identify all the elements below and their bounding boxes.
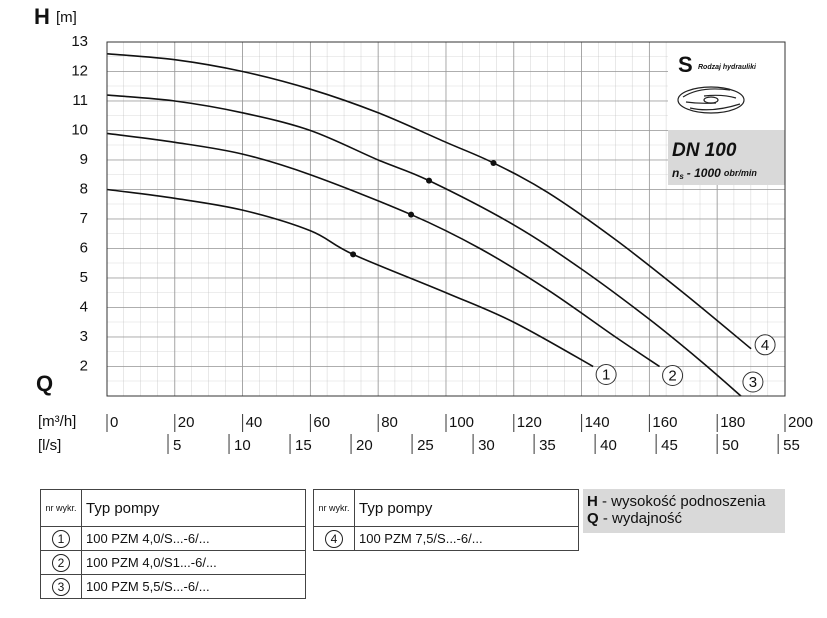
x-tick-label: 80 — [381, 414, 398, 431]
curve — [106, 188, 594, 368]
row-type: 100 PZM 4,0/S1...-6/... — [81, 550, 306, 575]
curve-label-circle — [595, 364, 617, 385]
y-tick-label: 9 — [80, 151, 88, 168]
x2-tick-label: 50 — [722, 437, 739, 454]
header-type: Typ pompy — [354, 489, 579, 527]
x-symbol: Q — [36, 371, 53, 396]
row-nr: 1 — [52, 529, 70, 548]
y-tick-label: 13 — [71, 33, 88, 50]
y-tick-label: 5 — [80, 269, 88, 286]
x2-tick-label: 15 — [295, 437, 312, 454]
y-tick-label: 10 — [71, 121, 88, 138]
x-unit: [m³/h] — [38, 413, 76, 430]
header-nr: nr wykr. — [313, 489, 355, 527]
y-symbol: H — [34, 4, 50, 29]
info-box — [668, 42, 785, 130]
legend: H - wysokość podnoszenia Q - wydajność — [583, 489, 785, 533]
x2-tick-label: 55 — [783, 437, 800, 454]
curve-label: 2 — [668, 367, 676, 384]
x-tick-label: 60 — [313, 414, 330, 431]
y-tick-label: 8 — [80, 180, 88, 197]
speed-subscript: s — [679, 172, 684, 181]
pump-table: nr wykr. Typ pompy 1 100 PZM 4,0/S...-6/...… — [40, 489, 306, 599]
legend-symbol: H — [587, 493, 598, 510]
speed-symbol: n — [672, 166, 679, 180]
x-tick-label: 0 — [110, 414, 118, 431]
legend-text: - wysokość podnoszenia — [602, 493, 766, 510]
curve-label: 4 — [761, 337, 769, 354]
row-nr-cell: 3 — [40, 574, 82, 599]
pump-table: nr wykr. Typ pompy 4 100 PZM 7,5/S...-6/... — [313, 489, 579, 551]
impeller-icon — [677, 86, 745, 114]
y-tick-label: 4 — [80, 298, 88, 315]
curve-label: 3 — [749, 374, 757, 391]
operating-point — [350, 251, 357, 258]
x-tick-label: 140 — [585, 414, 610, 431]
x2-tick-label: 35 — [539, 437, 556, 454]
x-tick-label: 200 — [788, 414, 813, 431]
curve — [106, 94, 742, 397]
x2-unit: [l/s] — [38, 437, 61, 454]
y-tick-label: 2 — [80, 357, 88, 374]
table-row: 3 100 PZM 5,5/S...-6/... — [40, 574, 306, 599]
y-tick-label: 3 — [80, 328, 88, 345]
x-tick-label: 120 — [517, 414, 542, 431]
header-type: Typ pompy — [81, 489, 306, 527]
table-row: 4 100 PZM 7,5/S...-6/... — [313, 526, 579, 551]
curve — [106, 53, 752, 350]
row-nr-cell: 2 — [40, 550, 82, 575]
x-tick-label: 40 — [246, 414, 263, 431]
operating-point — [426, 177, 433, 184]
operating-point — [408, 211, 415, 218]
x2-tick-label: 30 — [478, 437, 495, 454]
row-nr: 4 — [325, 529, 343, 548]
curve-label: 1 — [602, 366, 610, 383]
x2-tick-label: 45 — [661, 437, 678, 454]
row-type: 100 PZM 4,0/S...-6/... — [81, 526, 306, 551]
row-type: 100 PZM 5,5/S...-6/... — [81, 574, 306, 599]
info-box-dn — [668, 130, 785, 185]
hydraulics-label: Rodzaj hydrauliki — [698, 64, 757, 71]
y-tick-label: 12 — [71, 62, 88, 79]
dn-label: DN 100 — [672, 140, 737, 161]
x2-tick-label: 10 — [234, 437, 251, 454]
legend-entry: H - wysokość podnoszenia — [587, 493, 785, 510]
x-tick-label: 160 — [652, 414, 677, 431]
row-nr: 2 — [52, 553, 70, 572]
speed: ns - 1000 obr/min — [672, 166, 757, 181]
operating-point — [490, 159, 497, 166]
legend-entry: Q - wydajność — [587, 510, 785, 527]
y-tick-label: 6 — [80, 239, 88, 256]
y-unit: [m] — [56, 9, 77, 26]
plot-frame — [106, 41, 786, 397]
row-nr: 3 — [52, 577, 70, 596]
speed-value: - 1000 — [687, 166, 721, 180]
speed-unit: obr/min — [724, 168, 758, 178]
curve-label-circle — [742, 371, 764, 393]
y-tick-label: 7 — [80, 210, 88, 227]
row-nr-cell: 1 — [40, 526, 82, 551]
table-header: nr wykr. Typ pompy — [40, 489, 306, 527]
table-row: 1 100 PZM 4,0/S...-6/... — [40, 526, 306, 551]
row-nr-cell: 4 — [313, 526, 355, 551]
x-tick-label: 100 — [449, 414, 474, 431]
y-tick-label: 11 — [72, 92, 88, 109]
row-type: 100 PZM 7,5/S...-6/... — [354, 526, 579, 551]
x-tick-label: 180 — [720, 414, 745, 431]
x2-tick-label: 20 — [356, 437, 373, 454]
legend-text: - wydajność — [602, 510, 683, 527]
hydraulics-symbol: S — [678, 52, 693, 77]
curve-label-circle — [754, 334, 776, 356]
curve-label-circle — [662, 365, 684, 386]
x2-tick-label: 40 — [600, 437, 617, 454]
table-row: 2 100 PZM 4,0/S1...-6/... — [40, 550, 306, 575]
legend-symbol: Q — [587, 510, 599, 527]
header-nr: nr wykr. — [40, 489, 82, 527]
x-tick-label: 20 — [178, 414, 195, 431]
x2-tick-label: 25 — [417, 437, 434, 454]
x2-tick-label: 5 — [173, 437, 181, 454]
table-header: nr wykr. Typ pompy — [313, 489, 579, 527]
